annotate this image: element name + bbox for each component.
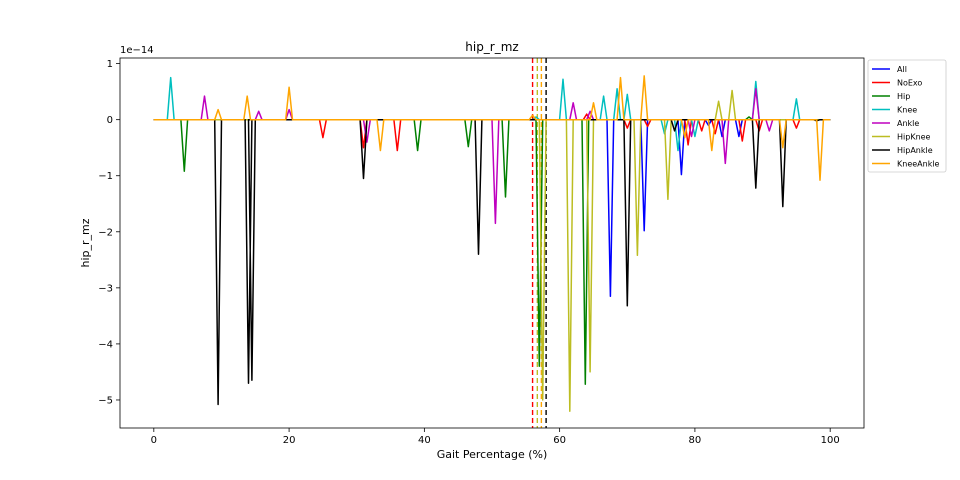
x-tick-label: 60 — [553, 435, 566, 446]
x-axis-ticks: 0 20 40 60 80 100 — [151, 428, 840, 446]
x-tick-label: 40 — [418, 435, 431, 446]
x-tick-label: 0 — [151, 435, 157, 446]
y-tick-label: −3 — [98, 283, 113, 294]
legend-label-kneeankle: KneeAnkle — [897, 160, 940, 169]
y-tick-label: −1 — [98, 171, 113, 182]
legend-box — [867, 59, 947, 173]
y-tick-label: −4 — [98, 339, 113, 350]
legend: AllNoExoHipKneeAnkleHipKneeHipAnkleKneeA… — [867, 59, 947, 173]
x-tick-label: 20 — [283, 435, 296, 446]
series-lines — [153, 75, 831, 412]
y-scale-offset-label: 1e−14 — [120, 45, 154, 56]
y-tick-label: −2 — [98, 227, 113, 238]
legend-label-hipankle: HipAnkle — [897, 146, 933, 155]
y-tick-label: −5 — [98, 395, 113, 406]
legend-label-hipknee: HipKnee — [897, 133, 931, 142]
chart-title: hip_r_mz — [465, 40, 518, 54]
series-line-kneeankle — [153, 75, 831, 181]
legend-label-hip: Hip — [897, 92, 910, 101]
legend-label-ankle: Ankle — [897, 119, 919, 128]
y-axis-ticks: 1 0 −1 −2 −3 −4 −5 — [98, 59, 120, 406]
plot-frame — [119, 57, 865, 429]
legend-label-all: All — [897, 65, 907, 74]
series-line-ankle — [153, 88, 831, 225]
legend-label-noexo: NoExo — [897, 79, 922, 88]
y-tick-label: 0 — [107, 115, 113, 126]
x-tick-label: 100 — [821, 435, 840, 446]
x-tick-label: 80 — [689, 435, 702, 446]
y-tick-label: 1 — [107, 59, 113, 70]
y-axis-label: hip_r_mz — [79, 218, 92, 267]
legend-label-knee: Knee — [897, 106, 917, 115]
x-axis-label: Gait Percentage (%) — [437, 448, 548, 461]
